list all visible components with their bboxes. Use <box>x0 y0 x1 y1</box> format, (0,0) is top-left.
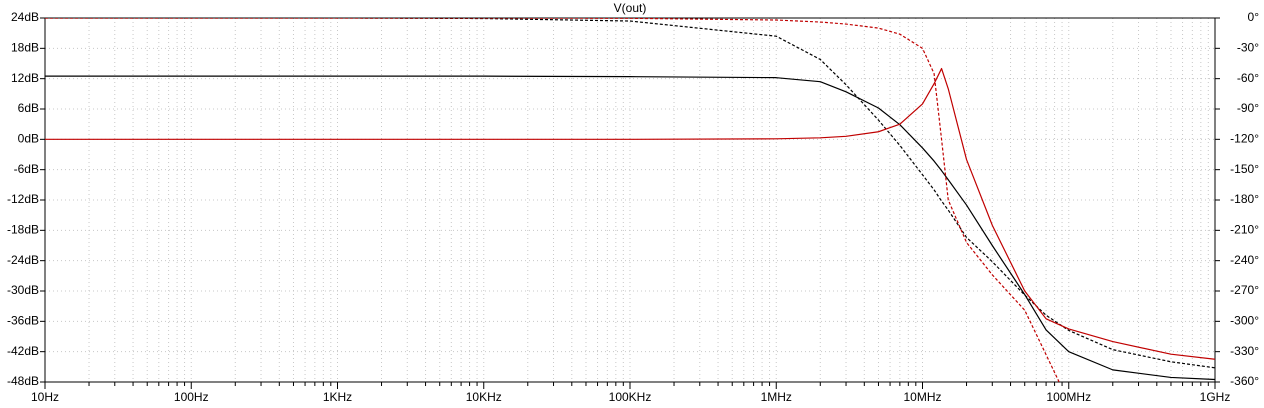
y2-tick-label: -300° <box>1230 314 1259 328</box>
chart-title: V(out) <box>614 1 647 15</box>
y-tick-label: 6dB <box>18 101 39 115</box>
y2-tick-label: -150° <box>1230 162 1259 176</box>
grid <box>44 17 1216 383</box>
y2-tick-label: 0° <box>1248 10 1260 24</box>
y2-tick-label: -30° <box>1237 41 1259 55</box>
x-tick-label: 100Hz <box>174 390 209 404</box>
y-tick-label: 18dB <box>11 41 39 55</box>
y-tick-label: -30dB <box>7 283 39 297</box>
y-tick-label: 12dB <box>11 71 39 85</box>
x-tick-label: 100KHz <box>609 390 652 404</box>
y2-tick-label: -120° <box>1230 132 1259 146</box>
y2-tick-label: -210° <box>1230 223 1259 237</box>
series-line <box>45 18 1215 369</box>
y2-tick-label: -180° <box>1230 192 1259 206</box>
x-tick-label: 1KHz <box>323 390 352 404</box>
y-tick-label: -42dB <box>7 344 39 358</box>
y2-tick-label: -90° <box>1237 101 1259 115</box>
x-tick-label: 100MHz <box>1046 390 1091 404</box>
y2-tick-label: -270° <box>1230 283 1259 297</box>
y2-tick-label: -240° <box>1230 253 1259 267</box>
y2-tick-label: -330° <box>1230 344 1259 358</box>
y-tick-label: -12dB <box>7 192 39 206</box>
y-tick-label: -24dB <box>7 253 39 267</box>
y-tick-label: -36dB <box>7 314 39 328</box>
series-line <box>45 67 1215 360</box>
series-group <box>45 18 1215 382</box>
y2-tick-label: -60° <box>1237 71 1259 85</box>
series-line <box>45 18 1060 382</box>
x-tick-label: 10KHz <box>466 390 502 404</box>
y-tick-label: -6dB <box>14 162 39 176</box>
series-line <box>45 75 1215 381</box>
y-tick-label: -48dB <box>7 374 39 388</box>
x-tick-label: 1GHz <box>1200 390 1231 404</box>
y2-tick-label: -360° <box>1230 374 1259 388</box>
x-tick-label: 10MHz <box>903 390 941 404</box>
x-tick-label: 10Hz <box>31 390 59 404</box>
x-tick-label: 1MHz <box>761 390 792 404</box>
y-tick-label: 24dB <box>11 10 39 24</box>
y-tick-label: -18dB <box>7 223 39 237</box>
y-tick-label: 0dB <box>18 132 39 146</box>
